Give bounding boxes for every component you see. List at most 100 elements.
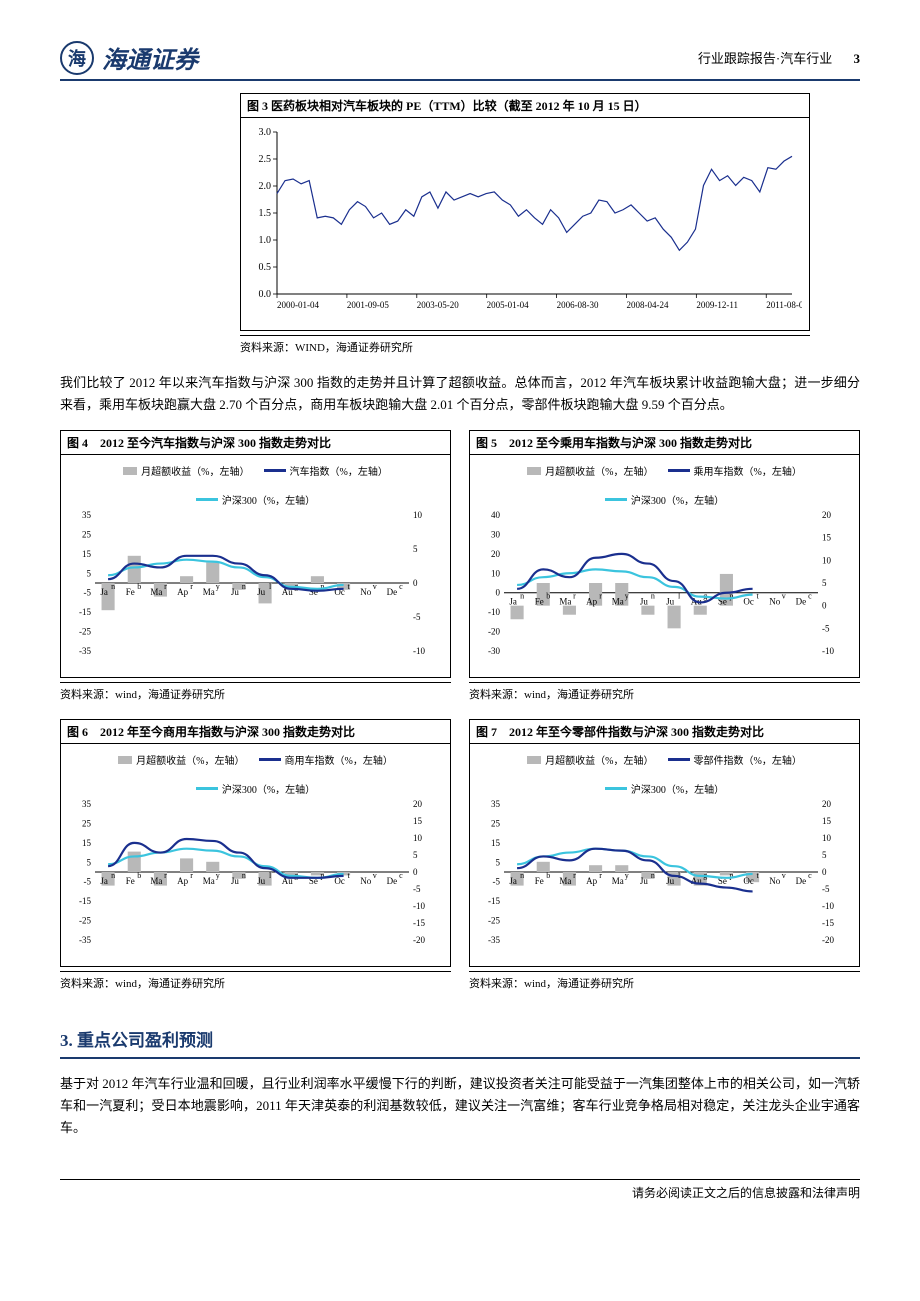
svg-text:-15: -15 [79,896,91,906]
fig7-chart: 月超额收益（%，左轴）零部件指数（%，左轴）沪深300（%，左轴） -35-25… [470,744,859,966]
svg-text:Fe: Fe [126,876,135,886]
svg-text:5: 5 [413,850,418,860]
svg-text:2009-12-11: 2009-12-11 [696,300,738,310]
svg-text:-5: -5 [413,612,421,622]
svg-text:De: De [387,587,398,597]
svg-text:3.0: 3.0 [259,127,272,138]
header-right: 行业跟踪报告·汽车行业 3 [698,48,860,67]
svg-text:c: c [808,871,812,880]
legend-item: 沪深300（%，左轴） [196,781,315,796]
svg-text:10: 10 [413,833,423,843]
svg-text:-5: -5 [493,877,501,887]
fig5-chart: 月超额收益（%，左轴） 乘用车指数（%，左轴） 沪深300（%，左轴） -30 -20… [470,455,859,677]
svg-text:Ju: Ju [231,876,240,886]
svg-text:10: 10 [413,511,423,520]
fig6-source: 资料来源：wind，海通证券研究所 [60,971,451,994]
svg-text:15: 15 [413,816,423,826]
section-3-title: 3. 重点公司盈利预测 [60,1026,860,1059]
svg-text:y: y [625,592,629,601]
svg-text:-30: -30 [488,646,500,656]
svg-text:r: r [599,592,602,601]
svg-text:35: 35 [491,800,501,809]
svg-text:Oc: Oc [743,597,754,607]
legend-item: 零部件指数（%，左轴） [668,752,802,767]
svg-text:5: 5 [822,850,827,860]
svg-text:r: r [573,592,576,601]
svg-text:-15: -15 [822,918,834,928]
svg-text:r: r [164,582,167,591]
svg-text:Ma: Ma [203,587,215,597]
svg-text:Ja: Ja [509,597,517,607]
svg-text:Ma: Ma [559,876,571,886]
svg-text:Ap: Ap [177,876,188,886]
svg-text:n: n [520,592,524,601]
svg-text:-5: -5 [822,884,830,894]
svg-text:n: n [111,582,115,591]
figure-5: 图 5 2012 至今乘用车指数与沪深 300 指数走势对比 月超额收益（%，左… [469,430,860,719]
svg-text:2.5: 2.5 [259,154,272,165]
svg-text:20: 20 [413,800,423,809]
svg-text:-5: -5 [413,884,421,894]
svg-text:n: n [651,871,655,880]
legend-item: 汽车指数（%，左轴） [264,463,388,478]
svg-text:Ja: Ja [100,587,108,597]
svg-text:30: 30 [491,530,501,540]
svg-text:2003-05-20: 2003-05-20 [417,300,459,310]
svg-text:1.5: 1.5 [259,208,272,219]
svg-text:-5: -5 [84,588,92,598]
svg-text:Ju: Ju [257,876,266,886]
svg-text:Ju: Ju [231,587,240,597]
svg-text:25: 25 [82,819,92,829]
legend-item: 月超额收益（%，左轴） [527,463,653,478]
svg-text:-10: -10 [413,901,425,911]
svg-text:Fe: Fe [126,587,135,597]
fig6-chart: 月超额收益（%，左轴）商用车指数（%，左轴）沪深300（%，左轴） -35-25… [61,744,450,966]
svg-text:20: 20 [822,800,832,809]
svg-text:5: 5 [87,568,92,578]
fig5-title: 图 5 2012 至今乘用车指数与沪深 300 指数走势对比 [470,431,859,455]
svg-text:-25: -25 [79,916,91,926]
page-header: 海 海通证券 行业跟踪报告·汽车行业 3 [60,40,860,81]
svg-text:No: No [769,876,780,886]
fig5-source: 资料来源：wind，海通证券研究所 [469,682,860,705]
svg-text:No: No [769,597,780,607]
legend-item: 沪深300（%，左轴） [605,492,724,507]
legend-item: 乘用车指数（%，左轴） [668,463,802,478]
svg-text:De: De [387,876,398,886]
svg-text:Ju: Ju [640,597,649,607]
fig4-title: 图 4 2012 至今汽车指数与沪深 300 指数走势对比 [61,431,450,455]
svg-text:15: 15 [82,549,92,559]
svg-text:c: c [808,592,812,601]
paragraph-1: 我们比较了 2012 年以来汽车指数与沪深 300 指数的走势并且计算了超额收益… [60,372,860,416]
svg-text:-15: -15 [413,918,425,928]
svg-text:Ja: Ja [509,876,517,886]
svg-text:b: b [137,871,141,880]
svg-text:b: b [137,582,141,591]
figure-6: 图 6 2012 年至今商用车指数与沪深 300 指数走势对比 月超额收益（%，… [60,719,451,1008]
legend-item: 商用车指数（%，左轴） [259,752,393,767]
svg-text:-35: -35 [488,935,500,945]
svg-text:0: 0 [413,578,418,588]
svg-text:15: 15 [491,838,501,848]
svg-text:2005-01-04: 2005-01-04 [487,300,529,310]
svg-text:-10: -10 [488,607,500,617]
svg-text:n: n [520,871,524,880]
fig4-chart: 月超额收益（%，左轴）汽车指数（%，左轴）沪深300（%，左轴） -35-25-… [61,455,450,677]
svg-text:b: b [546,871,550,880]
svg-text:0: 0 [822,601,827,611]
svg-text:-25: -25 [79,627,91,637]
svg-text:2000-01-04: 2000-01-04 [277,300,319,310]
svg-text:Ma: Ma [150,587,162,597]
svg-text:v: v [373,871,377,880]
svg-text:r: r [190,582,193,591]
svg-text:n: n [242,871,246,880]
svg-text:20: 20 [822,511,832,520]
svg-text:15: 15 [82,838,92,848]
fig7-title: 图 7 2012 年至今零部件指数与沪深 300 指数走势对比 [470,720,859,744]
svg-text:5: 5 [496,857,501,867]
svg-text:-10: -10 [822,901,834,911]
svg-text:-20: -20 [488,627,500,637]
logo-area: 海 海通证券 [60,40,198,75]
svg-text:-25: -25 [488,916,500,926]
svg-text:Ma: Ma [203,876,215,886]
